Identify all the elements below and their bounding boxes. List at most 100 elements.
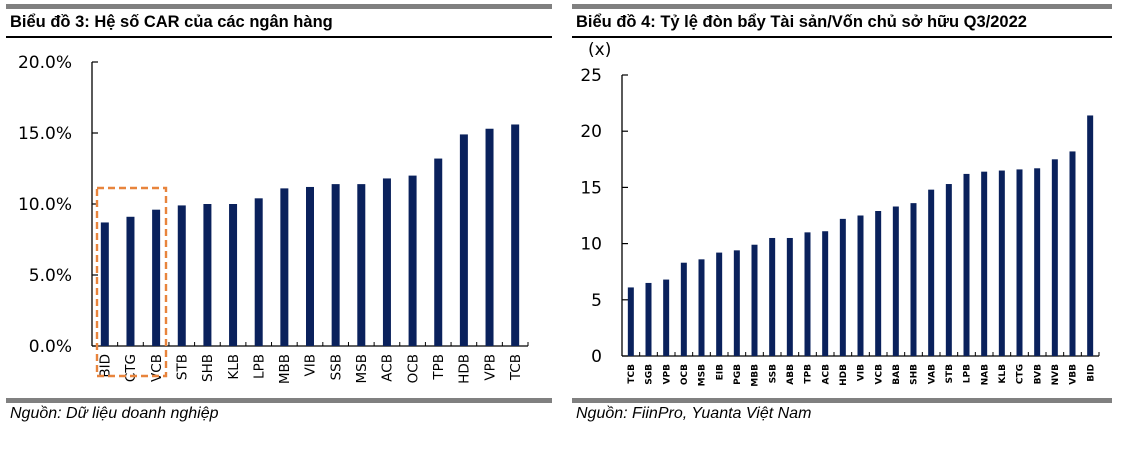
y-tick-label: 0.0%: [29, 337, 72, 357]
x-category-label: SSB: [328, 354, 344, 380]
bar-tcb: [511, 124, 520, 346]
bar-lpb: [963, 173, 970, 356]
x-category-label: VCB: [874, 364, 884, 385]
x-category-label: LPB: [963, 364, 973, 383]
x-category-label: MBB: [277, 354, 293, 384]
y-tick-label: 10.0%: [18, 195, 72, 215]
x-category-label: MBB: [751, 364, 761, 387]
bar-eib: [716, 252, 723, 356]
x-category-label: HDB: [457, 354, 473, 384]
x-category-label: MSB: [698, 364, 708, 386]
x-category-label: ACB: [380, 354, 396, 382]
x-category-label: VCB: [149, 354, 165, 382]
bar-mbb: [751, 244, 758, 356]
y-tick-label: 10: [580, 235, 602, 255]
x-category-label: VBB: [1069, 364, 1079, 385]
bar-bvb: [1034, 168, 1041, 356]
x-category-label: TPB: [804, 364, 814, 384]
bar-hdb: [839, 218, 846, 356]
x-category-label: ACB: [821, 364, 831, 385]
x-category-label: TCB: [508, 354, 524, 381]
bar-msb: [357, 184, 366, 346]
x-category-label: LPB: [251, 354, 267, 379]
x-category-label: VIB: [303, 354, 319, 376]
x-category-label: CTG: [1016, 364, 1026, 384]
x-category-label: VIB: [857, 364, 867, 381]
bar-pgb: [733, 250, 740, 356]
bar-klb: [998, 170, 1005, 356]
x-category-label: BID: [1086, 364, 1096, 382]
bar-nvb: [1051, 159, 1058, 356]
bar-shb: [910, 203, 917, 356]
y-tick-label: 0: [591, 347, 602, 367]
bar-vib: [857, 215, 864, 356]
bar-vpb: [663, 279, 670, 356]
x-category-label: ABB: [786, 364, 796, 385]
bar-vib: [306, 186, 314, 346]
bar-stb: [177, 205, 186, 346]
x-category-label: VAB: [927, 364, 937, 384]
bar-sgb: [645, 282, 652, 356]
x-category-label: CTG: [123, 354, 139, 382]
bar-acb: [822, 231, 829, 356]
top-divider: [6, 4, 552, 9]
x-category-label: VPB: [482, 354, 498, 381]
bar-ssb: [331, 184, 340, 346]
bar-vcb: [152, 209, 161, 346]
y-tick-label: 15: [580, 178, 602, 198]
bar-msb: [698, 259, 705, 356]
y-unit-label: (x): [588, 40, 611, 60]
x-category-label: SGB: [645, 364, 655, 385]
x-category-label: MSB: [354, 354, 370, 383]
x-category-label: BVB: [1033, 364, 1043, 384]
y-tick-label: 25: [580, 66, 602, 86]
bar-abb: [786, 237, 793, 356]
bar-stb: [945, 184, 952, 356]
x-category-label: BID: [98, 354, 114, 378]
source-note: Nguồn: FiinPro, Yuanta Việt Nam: [576, 405, 812, 422]
x-category-label: TCB: [627, 364, 637, 384]
bar-vab: [928, 189, 935, 356]
car-bar-chart: 0.0% 5.0% 10.0% 15.0% 20.0% BID CTG VCB STB SHB KL…: [18, 53, 529, 384]
bar-vpb: [485, 128, 494, 346]
leverage-chart-panel: Biểu đồ 4: Tỷ lệ đòn bẩy Tài sản/Vốn chủ…: [566, 0, 1112, 449]
bar-acb: [382, 178, 391, 346]
x-category-label: TPB: [431, 354, 447, 381]
y-tick-label: 5: [591, 291, 602, 311]
x-category-label: VPB: [662, 364, 672, 385]
x-category-label: SHB: [200, 354, 216, 382]
bar-ctg: [1016, 169, 1023, 356]
highlight-box: [95, 186, 168, 378]
x-category-label: NVB: [1051, 364, 1061, 385]
bar-lpb: [254, 198, 263, 346]
x-category-label: PGB: [733, 364, 743, 385]
bar-shb: [203, 204, 212, 346]
bar-bid: [100, 222, 109, 346]
y-tick-label: 5.0%: [29, 266, 72, 286]
x-category-label: OCB: [405, 354, 421, 383]
bar-tcb: [627, 287, 634, 356]
x-category-label: OCB: [680, 364, 690, 385]
y-tick-label: 15.0%: [18, 124, 72, 144]
x-category-label: NAB: [980, 364, 990, 385]
chart-title: Biểu đồ 4: Tỷ lệ đòn bẩy Tài sản/Vốn chủ…: [576, 13, 1027, 31]
x-category-label: HDB: [839, 364, 849, 386]
y-tick-label: 20: [580, 122, 602, 142]
x-category-label: KLB: [998, 364, 1008, 384]
chart-title: Biểu đồ 3: Hệ số CAR của các ngân hàng: [10, 13, 333, 31]
y-tick-label: 20.0%: [18, 53, 72, 73]
title-underline: [572, 36, 1112, 38]
bar-ctg: [126, 216, 135, 346]
bar-tpb: [434, 158, 443, 346]
bottom-divider: [6, 398, 552, 403]
title-underline: [6, 36, 552, 38]
source-note: Nguồn: Dữ liệu doanh nghiệp: [10, 405, 219, 422]
bar-klb: [229, 204, 238, 346]
x-category-label: STB: [174, 354, 190, 380]
bar-ssb: [769, 237, 776, 356]
bar-bab: [892, 206, 899, 356]
x-category-label: BAB: [892, 364, 902, 385]
bar-bid: [1087, 115, 1094, 357]
bar-nab: [981, 171, 988, 356]
x-category-label: STB: [945, 364, 955, 384]
